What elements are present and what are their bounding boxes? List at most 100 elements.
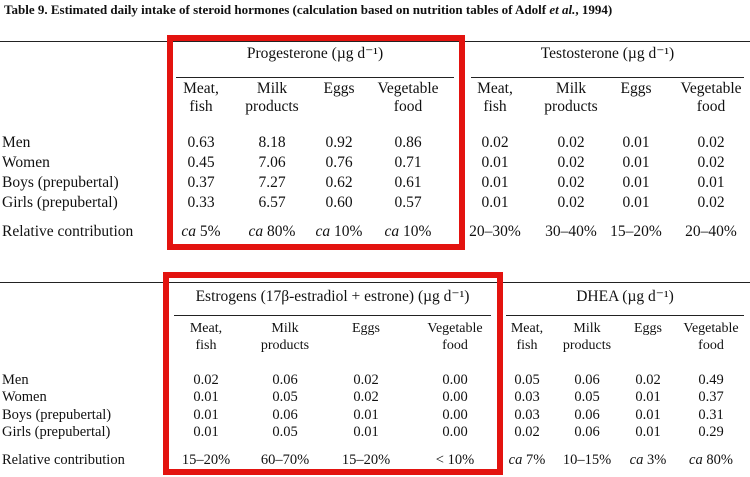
table-cell: 0.01 <box>481 154 509 171</box>
table-1-highlight-box <box>167 35 465 250</box>
table-cell: 0.57 <box>394 194 422 211</box>
table-cell: 0.01 <box>622 154 650 171</box>
row-label: Women <box>2 154 50 171</box>
table-1-group-title: Progesterone (µg d⁻¹) <box>246 45 384 62</box>
table-cell: 0.00 <box>442 372 468 388</box>
table-cell: 0.37 <box>187 174 215 191</box>
contribution-cell: 10–15% <box>562 452 612 468</box>
table-cell: 0.61 <box>394 174 422 191</box>
table-cell: 0.01 <box>622 134 650 151</box>
table-1-group-1-rule <box>176 77 454 78</box>
contribution-cell: 30–40% <box>545 223 597 240</box>
table-2-group-title: DHEA (µg d⁻¹) <box>576 288 674 305</box>
table-cell: 0.06 <box>574 424 600 440</box>
table-cell: 0.33 <box>187 194 215 211</box>
table-cell: 0.02 <box>514 424 540 440</box>
table-cell: 0.76 <box>325 154 353 171</box>
table-cell: 0.02 <box>697 154 725 171</box>
contribution-cell: 15–20% <box>610 223 662 240</box>
relative-contribution-label: Relative contribution <box>2 223 134 240</box>
contribution-cell: 15–20% <box>341 452 391 468</box>
table-cell: 0.01 <box>481 194 509 211</box>
table-cell: 0.00 <box>442 407 468 423</box>
contribution-cell: ca 3% <box>629 452 667 468</box>
table-cell: 0.02 <box>557 194 585 211</box>
row-label: Men <box>2 134 31 151</box>
table-cell: 0.05 <box>514 372 540 388</box>
column-header-eggs: Eggs <box>323 80 355 97</box>
column-header-milk: Milk products <box>260 321 310 353</box>
table-cell: 0.02 <box>697 194 725 211</box>
table-2-top-rule <box>0 282 750 283</box>
contribution-cell: ca 10% <box>384 223 432 240</box>
table-cell: 0.49 <box>698 372 724 388</box>
table-1-group-2-rule <box>471 77 744 78</box>
table-1-group-title: Testosterone (µg d⁻¹) <box>540 45 675 62</box>
table-cell: 0.05 <box>272 389 298 405</box>
table-cell: 0.02 <box>557 154 585 171</box>
table-cell: 0.06 <box>574 372 600 388</box>
table-cell: 0.06 <box>574 407 600 423</box>
column-header-eggs: Eggs <box>620 80 652 97</box>
table-cell: 0.02 <box>635 372 661 388</box>
table-cell: 7.27 <box>258 174 286 191</box>
table-cell: 0.02 <box>353 372 379 388</box>
table-cell: 0.06 <box>272 407 298 423</box>
table-cell: 0.60 <box>325 194 353 211</box>
table-cell: 0.02 <box>557 174 585 191</box>
table-cell: 0.62 <box>325 174 353 191</box>
row-label: Men <box>2 372 29 388</box>
table-cell: 0.01 <box>622 174 650 191</box>
contribution-cell: ca 80% <box>689 452 733 468</box>
table-cell: 0.02 <box>697 134 725 151</box>
relative-contribution-label: Relative contribution <box>2 452 125 468</box>
contribution-cell: 20–40% <box>685 223 737 240</box>
table-cell: 0.86 <box>394 134 422 151</box>
table-cell: 0.01 <box>635 424 661 440</box>
table-cell: 0.05 <box>574 389 600 405</box>
contribution-cell: ca 10% <box>315 223 363 240</box>
table-cell: 0.02 <box>353 389 379 405</box>
contribution-cell: ca 5% <box>181 223 221 240</box>
contribution-cell: < 10% <box>435 452 475 468</box>
table-cell: 0.03 <box>514 389 540 405</box>
contribution-cell: 20–30% <box>469 223 521 240</box>
contribution-cell: ca 80% <box>248 223 296 240</box>
column-header-meat: Meat, fish <box>183 80 219 115</box>
table-cell: 0.03 <box>514 407 540 423</box>
column-header-eggs: Eggs <box>634 321 662 336</box>
table-cell: 7.06 <box>258 154 286 171</box>
table-cell: 0.01 <box>193 389 219 405</box>
column-header-milk: Milk products <box>562 321 612 353</box>
table-cell: 0.01 <box>481 174 509 191</box>
table-cell: 0.06 <box>272 372 298 388</box>
table-cell: 0.01 <box>622 194 650 211</box>
table-2-group-1-rule <box>174 315 491 316</box>
table-cell: 0.29 <box>698 424 724 440</box>
table-cell: 0.01 <box>193 424 219 440</box>
contribution-cell: ca 7% <box>508 452 546 468</box>
column-header-eggs: Eggs <box>352 321 380 336</box>
table-cell: 0.63 <box>187 134 215 151</box>
column-header-meat: Meat, fish <box>510 321 544 353</box>
table-cell: 0.01 <box>635 407 661 423</box>
row-label: Boys (prepubertal) <box>2 174 119 191</box>
table-cell: 0.92 <box>325 134 353 151</box>
table-2-group-title: Estrogens (17β-estradiol + estrone) (µg … <box>195 288 470 305</box>
contribution-cell: 15–20% <box>181 452 231 468</box>
column-header-veg: Vegetable food <box>683 321 739 353</box>
column-header-veg: Vegetable food <box>427 321 483 353</box>
table-1-top-rule <box>0 41 750 42</box>
column-header-milk: Milk products <box>544 80 598 115</box>
table-cell: 0.01 <box>635 389 661 405</box>
table-cell: 0.01 <box>353 424 379 440</box>
table-cell: 0.37 <box>698 389 724 405</box>
table-2-highlight-box <box>163 272 503 475</box>
table-cell: 0.00 <box>442 389 468 405</box>
table-cell: 0.01 <box>193 407 219 423</box>
column-header-meat: Meat, fish <box>189 321 223 353</box>
column-header-veg: Vegetable food <box>377 80 439 115</box>
row-label: Girls (prepubertal) <box>2 194 118 211</box>
row-label: Girls (prepubertal) <box>2 424 111 440</box>
table-cell: 8.18 <box>258 134 286 151</box>
